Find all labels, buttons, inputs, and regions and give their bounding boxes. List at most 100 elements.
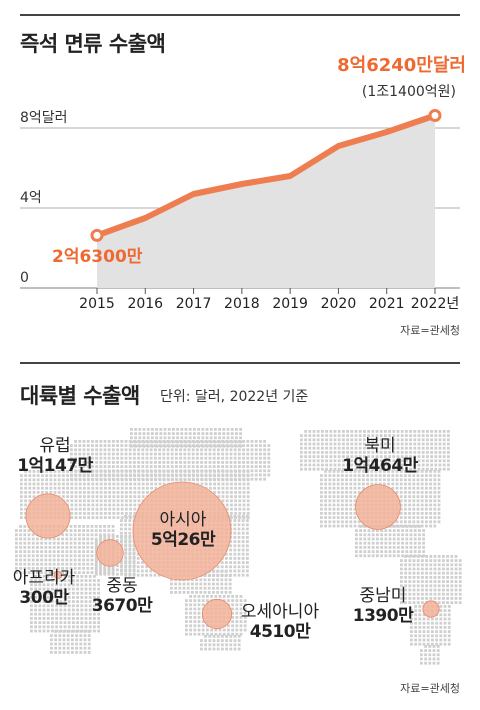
map-dot	[82, 550, 85, 553]
map-dot	[324, 503, 327, 507]
map-dot	[66, 470, 69, 473]
map-dot	[197, 611, 201, 615]
region-value: 1390만	[352, 606, 414, 627]
map-dot	[363, 434, 366, 437]
map-dot	[234, 512, 237, 515]
map-dot	[197, 624, 201, 628]
map-dot	[97, 604, 100, 608]
map-dot	[46, 629, 50, 633]
map-dot	[107, 533, 111, 537]
map-dot	[416, 486, 420, 490]
map-dot	[246, 573, 249, 577]
map-dot	[408, 478, 411, 482]
map-dot	[141, 469, 145, 473]
map-dot	[416, 597, 420, 600]
map-dot	[367, 467, 370, 471]
map-dot	[94, 571, 98, 574]
map-dot	[97, 629, 100, 633]
map-dot	[246, 486, 250, 490]
map-dot	[158, 465, 161, 468]
map-dot	[51, 587, 54, 591]
map-dot	[342, 446, 345, 450]
map-dot	[227, 628, 230, 632]
map-dot	[107, 571, 111, 574]
map-dot	[206, 632, 209, 636]
map-dot	[27, 541, 31, 545]
map-dot	[166, 452, 170, 456]
map-dot	[107, 567, 111, 570]
map-dot	[424, 653, 427, 657]
map-dot	[438, 434, 442, 437]
map-dot	[420, 653, 423, 657]
map-dot	[83, 491, 86, 494]
map-dot	[170, 465, 174, 468]
map-dot	[38, 575, 42, 578]
map-dot	[75, 651, 78, 654]
map-dot	[353, 499, 357, 503]
map-dot	[320, 524, 323, 528]
map-dot	[246, 515, 249, 518]
map-dot	[183, 469, 187, 473]
map-dot	[349, 486, 353, 490]
map-dot	[55, 583, 58, 587]
map-dot	[397, 541, 400, 545]
map-dot	[341, 512, 344, 515]
map-dot	[379, 434, 383, 437]
map-dot	[454, 555, 458, 558]
map-dot	[48, 571, 52, 574]
map-dot	[429, 588, 433, 592]
map-dot	[38, 579, 42, 582]
map-dot	[210, 632, 213, 636]
map-dot	[83, 495, 86, 498]
map-dot	[212, 456, 216, 460]
map-dot	[120, 572, 123, 576]
map-dot	[241, 531, 245, 535]
map-dot	[82, 525, 85, 528]
map-dot	[179, 477, 182, 481]
map-dot	[57, 558, 60, 562]
map-dot	[154, 473, 157, 477]
map-dot	[83, 486, 86, 490]
map-dot	[185, 624, 188, 628]
map-dot	[243, 616, 247, 619]
map-dot	[76, 579, 79, 582]
map-dot	[78, 525, 81, 528]
map-dot	[176, 436, 179, 440]
map-dot	[103, 444, 107, 447]
map-dot	[134, 440, 137, 444]
map-dot	[241, 548, 245, 552]
map-dot	[345, 499, 348, 503]
map-dot	[435, 638, 438, 642]
map-dot	[222, 436, 226, 440]
map-dot	[185, 599, 188, 602]
map-dot	[417, 434, 421, 437]
map-dot	[353, 491, 357, 494]
map-dot	[103, 567, 106, 570]
map-dot	[333, 446, 337, 450]
map-dot	[429, 482, 432, 486]
map-dot	[42, 600, 46, 603]
map-dot	[94, 525, 98, 528]
map-dot	[246, 527, 249, 531]
map-dot	[420, 495, 424, 498]
map-dot	[424, 645, 427, 648]
map-dot	[217, 477, 220, 481]
map-dot	[112, 448, 115, 452]
map-dot	[346, 442, 349, 446]
map-dot	[99, 571, 102, 574]
map-dot	[358, 430, 362, 433]
map-dot	[425, 580, 428, 583]
map-dot	[27, 558, 31, 562]
map-dot	[23, 529, 27, 532]
map-dot	[95, 448, 98, 452]
map-dot	[170, 469, 174, 473]
map-dot	[108, 507, 111, 511]
map-dot	[31, 562, 35, 566]
map-dot	[36, 491, 40, 494]
map-dot	[90, 546, 94, 549]
map-dot	[391, 474, 395, 477]
map-dot	[88, 621, 92, 624]
map-dot	[412, 580, 416, 583]
map-dot	[345, 520, 348, 524]
